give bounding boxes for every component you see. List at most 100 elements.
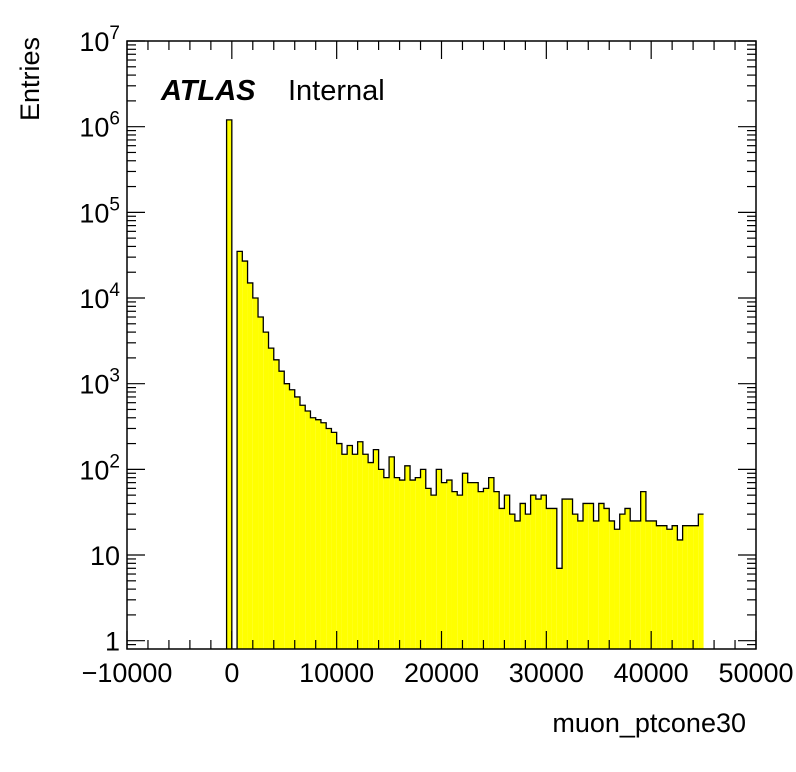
histogram-bar [535, 499, 542, 649]
y-tick-label: 102 [79, 451, 120, 485]
histogram-bar [451, 491, 458, 649]
histogram-bar [441, 482, 447, 649]
histogram-bar [593, 520, 599, 649]
histogram-bar [299, 405, 306, 649]
histogram-bar [509, 514, 515, 649]
histogram-bar [677, 539, 683, 649]
x-tick-label: 20000 [404, 658, 479, 688]
histogram-bar [609, 520, 615, 649]
histogram-bar [656, 525, 662, 649]
y-tick-label: 105 [79, 194, 120, 228]
histogram-bar [252, 298, 259, 649]
histogram-bar [493, 491, 500, 649]
histogram-bar [499, 508, 505, 649]
histogram-bar [289, 389, 295, 649]
histogram-bar [226, 119, 232, 649]
histogram-bar [562, 499, 568, 649]
histogram-bar [394, 477, 400, 649]
atlas-label: ATLAS [160, 75, 256, 107]
histogram-bar [567, 499, 573, 649]
histogram-bar [279, 371, 285, 649]
histogram-bar [520, 503, 526, 649]
y-tick-label: 104 [79, 280, 120, 314]
histogram-bar [541, 495, 547, 649]
histogram-bar [263, 332, 269, 649]
histogram-bar [237, 251, 243, 649]
histogram-bar [420, 469, 426, 649]
histogram-bar [483, 488, 489, 649]
histogram-bar [378, 469, 384, 649]
histogram-bar [472, 482, 479, 649]
histogram-bar [514, 520, 521, 649]
histogram-bar [687, 525, 694, 649]
x-tick-label: −10000 [82, 658, 173, 688]
histogram-bar [446, 480, 452, 649]
histogram-bar [383, 477, 390, 649]
histogram-bar [294, 396, 300, 649]
x-tick-label: 30000 [509, 658, 584, 688]
histogram-bar [651, 520, 657, 649]
histogram-bar [341, 454, 348, 649]
histogram-bar [551, 508, 557, 649]
histogram-bar [310, 417, 316, 649]
histogram-bar [478, 491, 484, 649]
histogram-bar [362, 454, 369, 649]
histogram-bar [373, 449, 379, 649]
histogram-bar [247, 282, 253, 649]
x-tick-labels: −10000 0 10000 20000 30000 40000 50000 [82, 658, 794, 688]
histogram-bar [572, 514, 578, 649]
histogram-bar [431, 495, 437, 649]
histogram-bar [258, 317, 264, 649]
histogram-bar [467, 482, 473, 649]
x-tick-label: 40000 [614, 658, 689, 688]
histogram-bar [525, 514, 531, 649]
y-tick-labels: 1 10 102 103 104 105 106 107 [79, 23, 120, 657]
histogram-bar [556, 568, 563, 649]
histogram-bar [645, 520, 652, 649]
histogram-bar [672, 525, 678, 649]
x-tick-label: 0 [224, 658, 239, 688]
histogram-bar [619, 514, 625, 649]
histogram-bar [682, 525, 688, 649]
histogram-bar [315, 419, 321, 649]
histogram-bar [635, 520, 641, 649]
histogram-bar [242, 261, 248, 649]
y-tick-label: 1 [105, 627, 120, 657]
histogram-bar [661, 525, 667, 649]
histogram-bar [368, 462, 374, 649]
x-axis-title: muon_ptcone30 [552, 708, 746, 738]
histogram-bar [389, 456, 395, 649]
histogram-bar [698, 514, 704, 649]
histogram-bar [630, 520, 636, 649]
histogram-bar [284, 383, 290, 649]
histogram-bar [268, 348, 274, 649]
histogram-bar [320, 422, 327, 649]
x-tick-label: 10000 [299, 658, 374, 688]
histogram-outline [225, 119, 704, 649]
histogram-bar [614, 529, 620, 649]
y-tick-label: 103 [79, 366, 120, 400]
histogram-bar [425, 488, 432, 649]
axis-ticks [126, 40, 757, 649]
histogram-bar [357, 441, 363, 649]
histogram-bar [588, 503, 594, 649]
histogram-bar [488, 477, 494, 649]
y-tick-label: 10 [90, 541, 120, 571]
histogram-bar [640, 491, 646, 649]
internal-label: Internal [288, 75, 385, 107]
y-tick-label: 106 [79, 109, 120, 143]
histogram-bar [603, 508, 610, 649]
histogram-bar [436, 469, 442, 649]
histogram-bar [462, 473, 468, 649]
histogram-bar [583, 503, 589, 649]
y-axis-title: Entries [15, 37, 45, 121]
histogram-bar [693, 525, 699, 649]
histogram-bar [546, 508, 552, 649]
histogram-bar [273, 359, 280, 649]
histogram-bar [399, 480, 405, 649]
x-tick-label: 50000 [718, 658, 793, 688]
histogram-bars [225, 119, 704, 649]
histogram-bar [305, 410, 311, 649]
histogram-bar [347, 445, 353, 649]
